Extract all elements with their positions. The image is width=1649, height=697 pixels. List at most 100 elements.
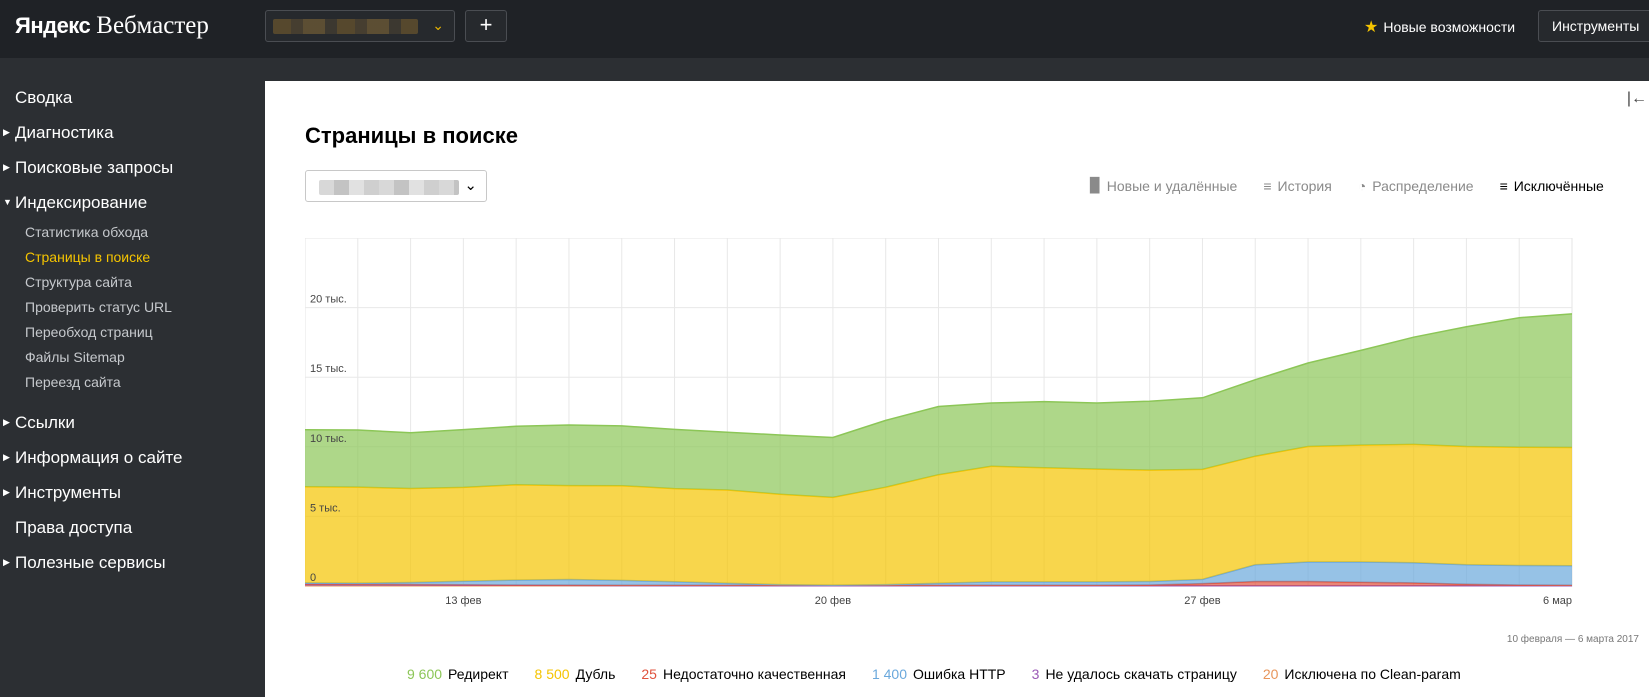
legend-value: 1 400 (871, 666, 908, 682)
x-tick-label: 13 фев (445, 595, 481, 607)
legend-item[interactable]: 25 Недостаточно качественная (641, 666, 846, 682)
triangle-right-icon: ▶ (3, 127, 10, 137)
tab-label: Распределение (1372, 177, 1474, 194)
excluded-pages-chart: 0 5 тыс. 10 тыс. 15 тыс. 20 тыс. 13 фев 20 фев… (305, 238, 1573, 607)
sidebar-item-label: Права доступа (15, 518, 133, 537)
sidebar-item-label: Инструменты (15, 483, 122, 502)
tab-history[interactable]: ≡ История (1263, 177, 1331, 194)
main-panel: |← Страницы в поиске ⌄ ▉ Новые и удалённ… (265, 81, 1649, 697)
star-icon: ★ (1364, 19, 1379, 36)
sidebar-item-useful-services[interactable]: ▶ Полезные сервисы (0, 545, 265, 580)
sidebar-item-label: Полезные сервисы (15, 553, 166, 572)
new-features-label: Новые возможности (1383, 19, 1516, 35)
triangle-right-icon: ▶ (3, 162, 10, 172)
sidebar-item-links[interactable]: ▶ Ссылки (0, 405, 265, 440)
legend-label: Ошибка HTTP (913, 666, 1006, 682)
bars-icon: ▉ (1090, 177, 1101, 193)
sidebar: Сводка ▶ Диагностика ▶ Поисковые запросы ▼… (0, 80, 265, 580)
sidebar-subitem-recrawl[interactable]: Переобход страниц (25, 324, 153, 340)
sidebar-subitem-pages-in-search[interactable]: Страницы в поиске (25, 249, 151, 265)
triangle-down-icon: ▼ (3, 197, 12, 207)
sidebar-subitem-site-move[interactable]: Переезд сайта (25, 374, 121, 390)
sidebar-item-diagnostics[interactable]: ▶ Диагностика (0, 115, 265, 150)
x-tick-label: 20 фев (815, 595, 851, 607)
legend-label: Редирект (448, 666, 509, 682)
triangle-right-icon: ▶ (3, 557, 10, 567)
view-tabs: ▉ Новые и удалённые ≡ История ◔ Распреде… (1090, 177, 1604, 194)
sidebar-subitem-sitemap[interactable]: Файлы Sitemap (25, 349, 125, 365)
series-area (305, 313, 1572, 498)
sidebar-item-label: Диагностика (15, 123, 114, 142)
y-tick-label: 5 тыс. (310, 502, 341, 514)
add-site-button[interactable]: + (465, 10, 507, 42)
chevron-down-icon: ⌄ (464, 177, 477, 194)
sidebar-item-label: Сводка (15, 88, 73, 107)
tab-distribution[interactable]: ◔ Распределение (1358, 177, 1474, 194)
sidebar-item-search-queries[interactable]: ▶ Поисковые запросы (0, 150, 265, 185)
site-name-blurred (273, 19, 418, 34)
logo-product: Вебмастер (96, 12, 209, 39)
site-selector[interactable]: ⌄ (265, 10, 455, 42)
tools-button[interactable]: Инструменты (1538, 10, 1649, 42)
sidebar-item-label: Информация о сайте (15, 448, 183, 467)
indexing-submenu: Статистика обхода Страницы в поиске Стру… (0, 220, 265, 405)
y-tick-label: 15 тыс. (310, 363, 347, 375)
x-tick-label: 6 мар (1543, 595, 1572, 607)
period-range-label: 10 февраля — 6 марта 2017 (1506, 634, 1639, 645)
legend-item[interactable]: 1 400 Ошибка HTTP (872, 666, 1006, 682)
tab-label: Исключённые (1513, 177, 1604, 194)
x-tick-label: 27 фев (1184, 595, 1220, 607)
collapse-panel-icon[interactable]: |← (1626, 90, 1647, 107)
sidebar-item-indexing[interactable]: ▼ Индексирование (0, 185, 265, 220)
period-selector[interactable]: ⌄ (305, 170, 487, 202)
logo-brand: Яндекс (15, 13, 91, 38)
legend-value: 20 (1262, 666, 1279, 682)
legend-value: 9 600 (407, 666, 443, 682)
chevron-down-icon: ⌄ (432, 17, 444, 33)
tab-new-and-deleted[interactable]: ▉ Новые и удалённые (1090, 177, 1237, 194)
logo[interactable]: Яндекс Вебмастер (15, 12, 209, 40)
series-area (305, 581, 1572, 586)
triangle-right-icon: ▶ (3, 487, 10, 497)
y-tick-label: 0 (310, 572, 316, 584)
legend-item[interactable]: 20 Исключена по Clean-param (1263, 666, 1461, 682)
sidebar-item-access-rights[interactable]: Права доступа (0, 510, 265, 545)
sidebar-item-tools[interactable]: ▶ Инструменты (0, 475, 265, 510)
tab-excluded[interactable]: ≡ Исключённые (1500, 177, 1604, 194)
triangle-right-icon: ▶ (3, 417, 10, 427)
legend-label: Не удалось скачать страницу (1045, 666, 1237, 682)
sidebar-subitem-site-structure[interactable]: Структура сайта (25, 274, 132, 290)
sidebar-item-summary[interactable]: Сводка (0, 80, 265, 115)
legend-value: 8 500 (534, 666, 570, 682)
legend-value: 3 (1031, 666, 1040, 682)
legend-label: Дубль (575, 666, 616, 682)
excluded-icon: ≡ (1499, 177, 1508, 194)
legend-label: Недостаточно качественная (662, 666, 846, 682)
sidebar-item-label: Ссылки (15, 413, 75, 432)
series-line (305, 313, 1573, 439)
period-value-blurred (319, 180, 459, 195)
sidebar-item-site-info[interactable]: ▶ Информация о сайте (0, 440, 265, 475)
triangle-right-icon: ▶ (3, 452, 10, 462)
top-header: Яндекс Вебмастер ⌄ + ★ Новые возможности… (0, 0, 1649, 58)
y-tick-label: 20 тыс. (310, 294, 347, 306)
series-area (305, 444, 1572, 586)
new-features-link[interactable]: ★ Новые возможности (1364, 17, 1515, 37)
legend-item[interactable]: 3 Не удалось скачать страницу (1032, 666, 1237, 682)
series-area (305, 562, 1572, 586)
legend-item[interactable]: 8 500 Дубль (535, 666, 616, 682)
sidebar-subitem-check-url[interactable]: Проверить статус URL (25, 299, 172, 315)
pie-icon: ◔ (1357, 177, 1367, 194)
chart-legend: 9 600 Редирект 8 500 Дубль 25 Недостаточно ка… (407, 666, 1461, 682)
sidebar-subitem-crawl-stats[interactable]: Статистика обхода (25, 224, 149, 240)
history-icon: ≡ (1263, 177, 1272, 194)
sidebar-item-label: Индексирование (15, 193, 148, 212)
sidebar-item-label: Поисковые запросы (15, 158, 174, 177)
tab-label: Новые и удалённые (1106, 177, 1238, 194)
legend-label: Исключена по Clean-param (1284, 666, 1461, 682)
legend-value: 25 (641, 666, 657, 682)
tab-label: История (1277, 177, 1332, 194)
page-title: Страницы в поиске (305, 123, 518, 148)
y-tick-label: 10 тыс. (310, 433, 347, 445)
legend-item[interactable]: 9 600 Редирект (407, 666, 509, 682)
